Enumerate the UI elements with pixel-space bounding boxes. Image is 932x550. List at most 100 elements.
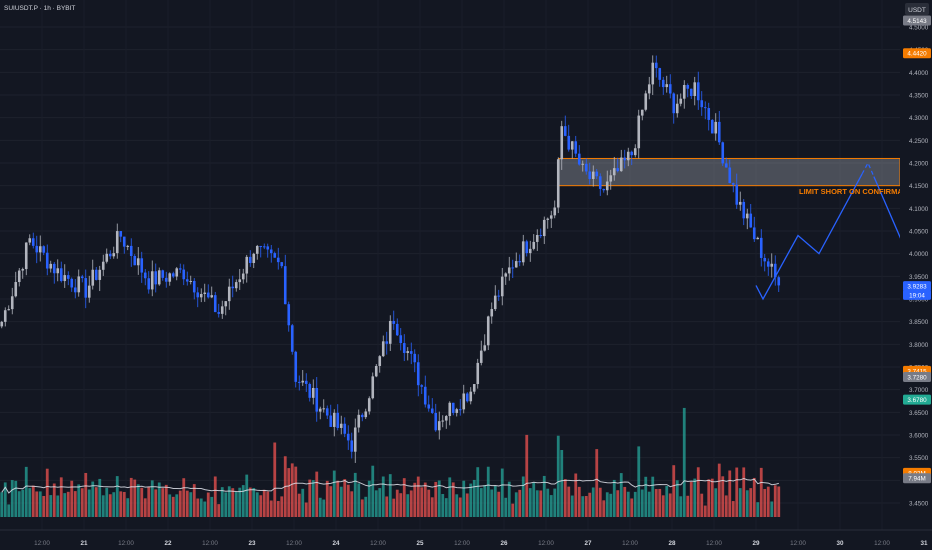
volume-bar xyxy=(623,486,627,517)
volume-bar xyxy=(581,496,585,517)
candle-body xyxy=(549,215,553,219)
volume-bar xyxy=(598,487,602,517)
volume-bar xyxy=(91,481,95,517)
price-tick-label: 4.1500 xyxy=(909,183,929,190)
candle-body xyxy=(406,351,410,353)
volume-bar xyxy=(227,486,231,517)
volume-bar xyxy=(658,488,662,517)
volume-bar xyxy=(143,498,147,517)
candle-body xyxy=(497,295,501,297)
candle-body xyxy=(416,362,420,386)
volume-bar xyxy=(175,494,179,517)
candle-body xyxy=(532,241,536,249)
candle-body xyxy=(234,282,238,289)
candle-body xyxy=(689,88,693,97)
volume-bar xyxy=(346,484,350,517)
volume-bar xyxy=(441,494,445,517)
candle-body xyxy=(336,412,340,428)
volume-bar xyxy=(168,494,172,517)
candle-body xyxy=(654,62,658,69)
candle-body xyxy=(304,380,308,384)
volume-bar xyxy=(591,487,595,517)
volume-bar xyxy=(630,498,634,517)
volume-bar xyxy=(406,494,410,517)
candles xyxy=(0,55,781,463)
volume-bar xyxy=(756,502,760,517)
candle-body xyxy=(752,227,756,240)
volume-bar xyxy=(101,495,105,517)
candle-body xyxy=(10,296,14,310)
volume-bar xyxy=(360,499,364,517)
currency-badge[interactable] xyxy=(905,3,929,15)
price-badge xyxy=(903,48,931,59)
candle-body xyxy=(455,409,459,413)
volume-bar xyxy=(696,467,700,517)
candle-body xyxy=(581,163,585,165)
candle-body xyxy=(241,273,245,280)
candle-body xyxy=(738,201,742,205)
time-axis-label: 12:00 xyxy=(202,540,218,547)
volume-bar xyxy=(119,491,123,517)
volume-bar xyxy=(364,496,368,517)
candle-body xyxy=(143,272,147,279)
price-badge xyxy=(903,473,931,484)
volume-bar xyxy=(535,490,539,517)
price-scale[interactable] xyxy=(900,0,932,530)
candle-body xyxy=(199,293,203,298)
candle-body xyxy=(287,304,291,326)
candle-body xyxy=(178,268,182,270)
volume-bar xyxy=(577,486,581,517)
time-axis-label: 29 xyxy=(752,540,760,547)
price-tick-label: 4.3500 xyxy=(909,93,929,100)
volume-bar xyxy=(343,479,347,517)
candle-body xyxy=(94,269,98,280)
candle-body xyxy=(112,253,116,257)
price-tick-label: 3.6500 xyxy=(909,410,929,417)
candle-body xyxy=(595,171,599,177)
candle-body xyxy=(378,356,382,366)
volume-bar xyxy=(735,467,739,517)
candle-body xyxy=(574,141,578,154)
volume-bar xyxy=(10,480,14,517)
price-tick-label: 4.0500 xyxy=(909,229,929,236)
candle-body xyxy=(364,411,368,418)
price-badge-label: 4.5143 xyxy=(907,18,927,25)
candle-body xyxy=(42,246,46,253)
candle-body xyxy=(521,241,525,263)
candle-body xyxy=(640,109,644,116)
volume-bar xyxy=(672,465,676,517)
volume-bar xyxy=(189,492,193,517)
candle-body xyxy=(542,219,546,237)
symbol-title[interactable]: SUIUSDT.P · 1h · BYBIT xyxy=(4,5,75,12)
candle-body xyxy=(49,263,53,269)
candle-body xyxy=(623,157,627,161)
candle-body xyxy=(28,238,32,243)
volume-bar xyxy=(469,483,473,517)
candle-body xyxy=(80,276,84,279)
candle-body xyxy=(745,213,749,219)
price-badge-label: 4.4420 xyxy=(907,51,927,58)
volume-bar xyxy=(308,479,312,517)
time-axis-label: 12:00 xyxy=(790,540,806,547)
candle-body xyxy=(59,268,63,282)
volume-bar xyxy=(745,490,749,517)
candle-body xyxy=(525,241,529,254)
candle-body xyxy=(147,278,151,290)
volume-bar xyxy=(437,480,441,517)
price-badge-label: 3.7415 xyxy=(907,368,927,375)
candle-body xyxy=(616,168,620,172)
candle-body xyxy=(553,207,557,216)
candle-body xyxy=(182,269,186,280)
volume-bar xyxy=(668,493,672,517)
volume-bar xyxy=(255,492,259,517)
time-axis-label: 25 xyxy=(416,540,424,547)
candle-body xyxy=(157,270,161,285)
candle-body xyxy=(14,282,18,297)
candle-body xyxy=(217,312,221,314)
volume-bar xyxy=(56,495,60,517)
candle-body xyxy=(318,408,322,412)
volume-bar xyxy=(31,485,35,517)
volume-bar xyxy=(567,486,571,517)
volume-bar xyxy=(742,467,746,517)
